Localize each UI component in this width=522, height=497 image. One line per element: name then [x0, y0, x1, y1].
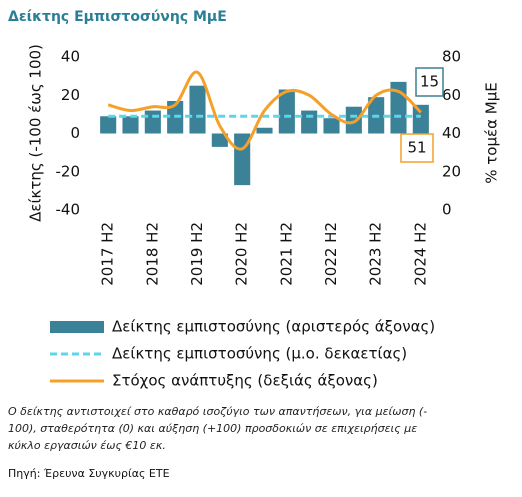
- x-tick-label: 2020 H2: [233, 222, 251, 286]
- y-tick-label: 40: [61, 48, 80, 66]
- bar: [345, 106, 362, 134]
- bar: [211, 133, 228, 147]
- bar: [278, 89, 295, 134]
- y2-tick-label: 60: [442, 86, 461, 104]
- x-tick-label: 2018 H2: [143, 222, 161, 286]
- target-line: [107, 70, 422, 151]
- bar: [144, 110, 161, 134]
- chart-title: Δείκτης Εμπιστοσύνης ΜμΕ: [8, 9, 227, 25]
- value-label: 51: [407, 139, 426, 157]
- bar: [189, 85, 206, 134]
- y-tick-label: 20: [61, 86, 80, 104]
- x-tick-label: 2022 H2: [322, 222, 340, 286]
- bar: [412, 104, 429, 134]
- x-tick-label: 2019 H2: [188, 222, 206, 286]
- y-tick-label: -20: [56, 162, 81, 180]
- x-tick-label: 2024 H2: [411, 222, 429, 286]
- x-tick-label: 2021 H2: [277, 222, 295, 286]
- y-tick-label: -40: [56, 201, 81, 219]
- y2-tick-label: 80: [442, 48, 461, 66]
- legend-label: Δείκτης εμπιστοσύνης (μ.ο. δεκαετίας): [112, 345, 407, 363]
- y2-tick-label: 40: [442, 124, 461, 142]
- x-tick-label: 2017 H2: [99, 222, 117, 286]
- x-tick-label: 2023 H2: [367, 222, 385, 286]
- bar: [323, 118, 340, 134]
- legend-label: Δείκτης εμπιστοσύνης (αριστερός άξονας): [112, 318, 435, 336]
- y2-axis-title: % τομέα ΜμΕ: [483, 82, 501, 184]
- y2-tick-label: 0: [442, 201, 452, 219]
- note-line: κύκλο εργασιών έως €10 εκ.: [8, 439, 166, 452]
- bar: [256, 127, 273, 134]
- bar: [122, 116, 139, 134]
- note-line: Ο δείκτης αντιστοιχεί στο καθαρό ισοζύγι…: [8, 405, 427, 418]
- source: Πηγή: Έρευνα Συγκυρίας ΕΤΕ: [8, 467, 170, 480]
- label-box: [415, 67, 444, 97]
- note-line: 100), σταθερότητα (0) και αύξηση (+100) …: [8, 422, 417, 435]
- bar: [100, 116, 117, 134]
- legend-swatch: [50, 321, 104, 333]
- value-label: 15: [420, 73, 439, 91]
- y-axis-title: Δείκτης (-100 έως 100): [27, 44, 45, 222]
- bar: [301, 110, 318, 134]
- label-box: [400, 133, 434, 163]
- y-tick-label: 0: [70, 124, 80, 142]
- legend-label: Στόχος ανάπτυξης (δεξιάς άξονας): [112, 372, 378, 390]
- y2-tick-label: 20: [442, 162, 461, 180]
